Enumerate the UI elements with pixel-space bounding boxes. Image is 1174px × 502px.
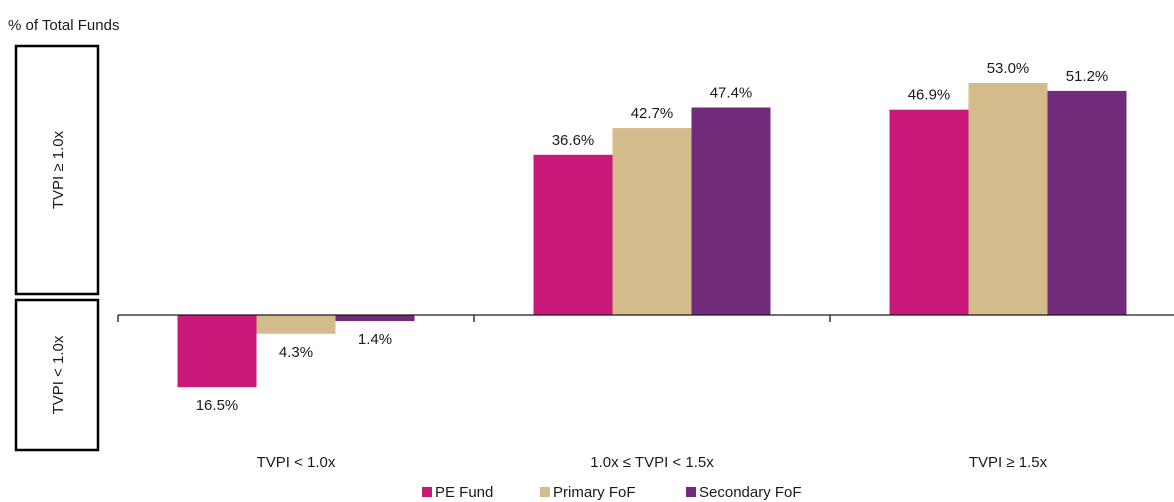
side-label-negative-text: TVPI < 1.0x xyxy=(50,335,67,414)
legend-label-0: PE Fund xyxy=(435,484,493,501)
bar-1-1 xyxy=(612,128,692,315)
legend-swatch-2 xyxy=(686,487,696,497)
side-label-negative-box xyxy=(14,298,100,452)
data-label-2-2: 51.2% xyxy=(1066,68,1109,85)
legend-label-1: Primary FoF xyxy=(553,484,636,501)
side-label-positive-text: TVPI ≥ 1.0x xyxy=(50,130,67,209)
y-axis-title: % of Total Funds xyxy=(8,17,119,34)
data-label-1-1: 42.7% xyxy=(631,105,674,122)
legend-swatch-1 xyxy=(540,487,550,497)
data-label-0-0: 16.5% xyxy=(196,397,239,414)
bar-0-2 xyxy=(889,109,969,315)
data-label-1-0: 4.3% xyxy=(279,344,313,361)
data-labels-layer: 16.5% 36.6% 46.9% 4.3% 42.7% 53.0% 1.4% 47.4% 51… xyxy=(196,60,1109,414)
legend-swatch-0 xyxy=(422,487,432,497)
side-label-positive-box xyxy=(14,44,100,296)
data-label-2-0: 1.4% xyxy=(358,331,392,348)
x-axis xyxy=(117,314,1174,322)
category-label-1: 1.0x ≤ TVPI < 1.5x xyxy=(590,454,714,471)
legend-label-2: Secondary FoF xyxy=(699,484,802,501)
data-label-0-2: 46.9% xyxy=(908,87,951,104)
category-label-2: TVPI ≥ 1.5x xyxy=(969,454,1048,471)
category-label-0: TVPI < 1.0x xyxy=(257,454,336,471)
data-label-0-1: 36.6% xyxy=(552,132,595,149)
data-label-1-2: 53.0% xyxy=(987,60,1030,77)
data-label-2-1: 47.4% xyxy=(710,85,753,102)
bars-layer xyxy=(177,83,1127,388)
bar-2-1 xyxy=(691,107,771,315)
side-label-negative: TVPI < 1.0x xyxy=(14,298,100,452)
side-label-positive: TVPI ≥ 1.0x xyxy=(14,44,100,296)
bar-1-2 xyxy=(968,83,1048,315)
bar-2-0 xyxy=(335,315,415,322)
bar-2-2 xyxy=(1047,90,1127,316)
legend: PE Fund Primary FoF Secondary FoF xyxy=(422,484,802,501)
bar-1-0 xyxy=(256,315,336,334)
bar-0-0 xyxy=(177,315,257,388)
category-labels: TVPI < 1.0x 1.0x ≤ TVPI < 1.5x TVPI ≥ 1.5x xyxy=(257,454,1048,471)
bar-0-1 xyxy=(533,154,613,315)
